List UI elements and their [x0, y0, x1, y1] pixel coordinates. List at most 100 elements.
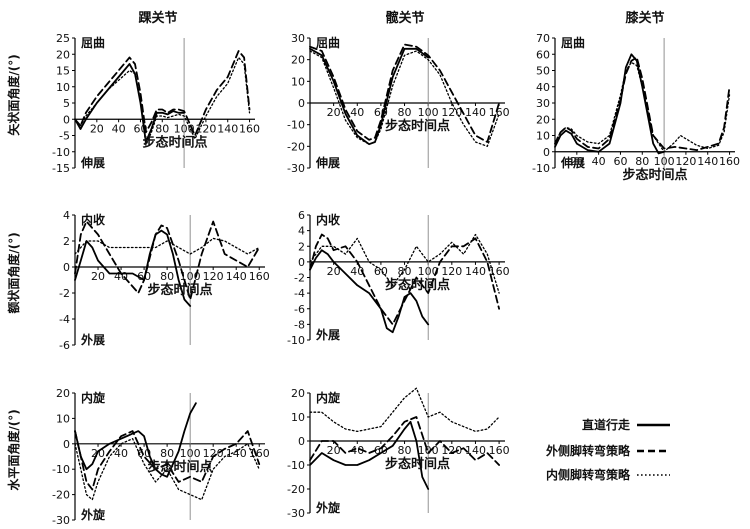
y-tick-label: 70	[536, 32, 550, 45]
y-tick-label: 2	[298, 240, 305, 253]
y-tick-label: -10	[287, 334, 305, 347]
series-line-solid	[309, 420, 430, 490]
y-tick-label: 6	[298, 209, 305, 222]
y-tick-label: -2	[294, 272, 305, 285]
y-tick-label: -8	[294, 318, 305, 331]
y-tick-label: 20	[56, 48, 70, 61]
direction-label-bottom: 伸展	[315, 155, 340, 170]
y-tick-label: 0	[63, 113, 70, 126]
x-tick-label: 160	[719, 155, 740, 168]
x-tick-label: 80	[398, 106, 412, 119]
direction-label-top: 内收	[316, 212, 340, 227]
direction-label-top: 屈曲	[81, 35, 105, 50]
series-line-dashed	[74, 220, 261, 301]
y-tick-label: 10	[291, 75, 305, 88]
legend-label: 外侧脚转弯策略	[546, 443, 631, 458]
y-tick-label: -10	[287, 459, 305, 472]
column-header: 膝关节	[624, 10, 664, 26]
direction-label-top: 内旋	[81, 390, 106, 405]
series-line-dotted	[554, 61, 731, 153]
x-tick-label: 60	[613, 155, 627, 168]
y-tick-label: -30	[52, 514, 70, 527]
series-line-solid	[554, 53, 665, 155]
y-tick-label: 0	[543, 146, 550, 159]
series-line-dashed	[309, 233, 501, 326]
x-axis-label: 步态时间点	[147, 459, 212, 475]
y-tick-label: -10	[287, 119, 305, 132]
y-tick-label: 60	[536, 48, 550, 61]
y-tick-label: 10	[56, 412, 70, 425]
y-tick-label: -20	[287, 483, 305, 496]
y-tick-label: 20	[291, 54, 305, 67]
x-tick-label: 20	[91, 270, 105, 283]
x-tick-label: 20	[327, 444, 341, 457]
y-tick-label: -30	[287, 162, 305, 175]
y-tick-label: 2	[63, 235, 70, 248]
x-tick-label: 160	[489, 444, 510, 457]
y-tick-label: 5	[63, 97, 70, 110]
series-line-dotted	[309, 387, 500, 433]
y-tick-label: -15	[52, 162, 70, 175]
x-tick-label: 120	[675, 155, 696, 168]
x-tick-label: 20	[90, 122, 104, 135]
y-tick-label: 0	[298, 435, 305, 448]
x-tick-label: 40	[112, 122, 126, 135]
x-tick-label: 80	[155, 122, 169, 135]
y-tick-label: 20	[536, 113, 550, 126]
y-tick-label: 0	[298, 97, 305, 110]
y-tick-label: -30	[287, 507, 305, 520]
x-axis-label: 步态时间点	[385, 118, 450, 134]
series-line-dotted	[309, 233, 500, 294]
x-tick-label: 40	[350, 444, 364, 457]
x-tick-label: 140	[465, 265, 486, 278]
y-tick-label: -4	[294, 287, 305, 300]
direction-label-bottom: 外展	[316, 327, 340, 342]
series-line-dotted	[74, 237, 260, 255]
y-tick-label: -20	[287, 140, 305, 153]
y-tick-label: 0	[298, 256, 305, 269]
series-line-solid	[74, 402, 197, 478]
series-line-solid	[74, 63, 186, 143]
x-axis-label: 步态时间点	[142, 134, 207, 150]
x-tick-label: 140	[226, 447, 247, 460]
row-ylabel: 额状面角度/(°)	[6, 232, 21, 313]
y-tick-label: 4	[63, 209, 70, 222]
x-axis-label: 步态时间点	[385, 456, 450, 472]
x-tick-label: 160	[249, 270, 270, 283]
x-tick-label: 120	[441, 106, 462, 119]
y-tick-label: 0	[63, 261, 70, 274]
x-tick-label: 140	[465, 106, 486, 119]
y-tick-label: 50	[536, 65, 550, 78]
x-tick-label: 160	[489, 106, 510, 119]
x-tick-label: 60	[374, 444, 388, 457]
y-tick-label: -10	[52, 146, 70, 159]
y-tick-label: -6	[59, 339, 70, 352]
series-line-dashed	[74, 430, 261, 491]
y-tick-label: 30	[291, 32, 305, 45]
legend-label: 直道行走	[582, 417, 630, 432]
y-tick-label: -4	[59, 313, 70, 326]
x-tick-label: 80	[398, 444, 412, 457]
direction-label-bottom: 外旋	[316, 500, 341, 515]
series-line-dashed	[309, 43, 501, 143]
direction-label-top: 内旋	[316, 390, 341, 405]
y-tick-label: 10	[536, 130, 550, 143]
column-header: 髋关节	[385, 10, 424, 26]
y-tick-label: 40	[536, 81, 550, 94]
y-tick-label: 10	[291, 411, 305, 424]
x-tick-label: 40	[350, 106, 364, 119]
x-tick-label: 140	[697, 155, 718, 168]
series-line-dashed	[74, 50, 251, 137]
y-tick-label: 25	[56, 32, 70, 45]
direction-label-bottom: 伸展	[560, 155, 585, 170]
y-tick-label: -6	[294, 303, 305, 316]
x-tick-label: 40	[592, 155, 606, 168]
row-ylabel: 矢状面角度/(°)	[6, 54, 21, 135]
x-axis-label: 步态时间点	[147, 282, 212, 298]
x-tick-label: 40	[350, 265, 364, 278]
x-tick-label: 80	[160, 447, 174, 460]
